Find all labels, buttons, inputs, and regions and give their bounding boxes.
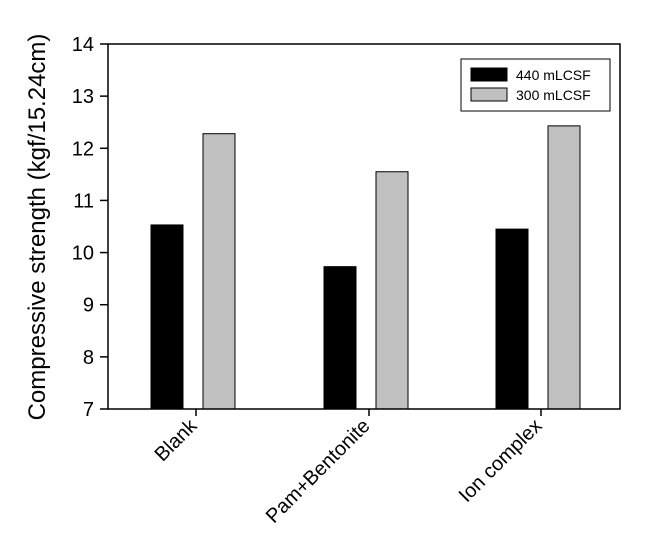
legend-label: 300 mLCSF xyxy=(516,87,591,103)
bars-group xyxy=(150,125,581,410)
y-axis-title: Compressive strength (kgf/15.24cm) xyxy=(24,34,51,421)
y-tick-label: 10 xyxy=(72,243,94,265)
bar-series-2 xyxy=(202,133,236,410)
y-tick-label: 9 xyxy=(83,295,94,317)
bar-series-2 xyxy=(375,171,409,410)
bar-series-1 xyxy=(323,266,357,410)
bar-series-2 xyxy=(547,125,581,410)
y-axis: 7 8 9 10 11 12 13 14 xyxy=(72,34,108,421)
x-axis: Blank Pam+Bentonite Ion complex xyxy=(151,409,547,528)
y-tick-label: 13 xyxy=(72,86,94,108)
y-tick-label: 7 xyxy=(83,399,94,421)
y-tick-label: 12 xyxy=(72,138,94,160)
plot-frame-group xyxy=(107,43,621,410)
legend: 440 mLCSF 300 mLCSF xyxy=(460,58,611,112)
y-tick-label: 14 xyxy=(72,34,94,56)
x-category-label: Pam+Bentonite xyxy=(262,415,375,528)
bar-series-1 xyxy=(150,224,184,410)
legend-label: 440 mLCSF xyxy=(516,67,591,83)
y-tick-label: 11 xyxy=(73,190,94,212)
x-category-label: Blank xyxy=(151,414,203,466)
bar-series-1 xyxy=(495,228,529,410)
plot-frame xyxy=(107,43,621,410)
y-tick-label: 8 xyxy=(83,347,94,369)
legend-swatch xyxy=(470,67,508,82)
legend-swatch xyxy=(470,87,508,102)
x-category-label: Ion complex xyxy=(455,415,547,507)
